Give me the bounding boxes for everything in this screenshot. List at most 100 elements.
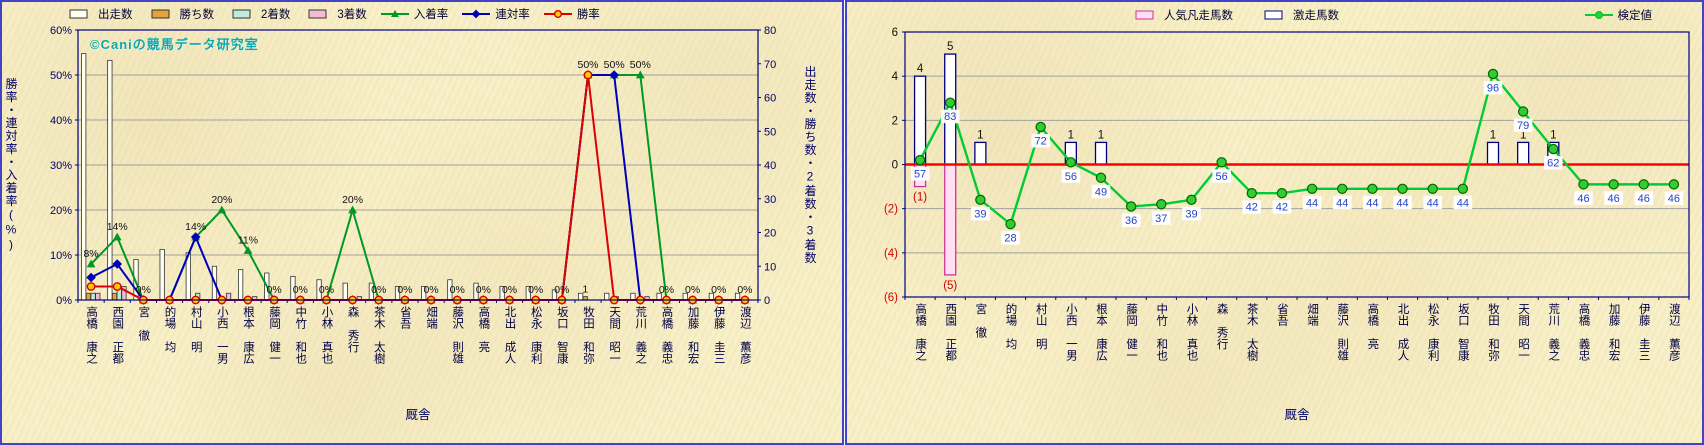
point-label: 28 [1004,233,1016,245]
bar-down [944,163,957,276]
label-box [1604,191,1623,205]
y-right-tick-label: 30 [764,194,776,206]
point-label: 44 [1457,197,1469,209]
point-label: 0% [502,284,517,296]
label-box [1121,213,1141,227]
triangle-marker [86,259,96,268]
label-box [1272,200,1292,214]
y-tick-label: (4) [884,248,898,260]
y-left-tick-label: 10% [50,250,72,262]
point-label: 0% [737,284,752,296]
bar [159,248,165,301]
point-label: 0% [397,284,412,296]
point-label: 37 [1155,213,1167,225]
y-left-tick-label: 60% [50,25,72,37]
bar-up-label: 5 [947,41,953,53]
legend-item: 入着率 [380,6,448,22]
bar-up [1517,141,1530,166]
y-left-tick-label: 50% [50,70,72,82]
label-box [1302,195,1322,210]
label-box [910,167,930,181]
circle-marker [1337,183,1348,194]
legend-item: 3着数 [303,6,367,22]
series-line [919,71,1674,227]
point-label: 0% [371,284,386,296]
left-chart-plot: 0%10%20%30%40%50%60%010203040506070808%1… [50,25,776,307]
label-box [1393,195,1412,210]
circle-marker [1246,188,1257,199]
point-label: 42 [1276,202,1288,214]
point-label: 14% [185,221,206,233]
bar-up-label: 1 [1068,129,1074,141]
point-label: 56 [1215,171,1227,183]
y-right-tick-label: 40 [764,160,776,172]
bar [342,282,348,301]
legend-item: 勝率 [543,6,600,22]
point-label: 0% [528,284,543,296]
circle-marker [1035,121,1046,133]
y-tick-label: 0 [892,160,898,172]
legend-label: 激走馬数 [1293,10,1339,22]
swatch-rect [232,9,251,19]
legend-label: 勝率 [576,9,600,21]
label-box [1664,191,1684,205]
point-label: 46 [1607,193,1619,205]
bar [111,292,118,301]
bar-up-label: 1 [1550,129,1556,141]
legend-bar-swatch [232,9,251,19]
point-label: 20% [342,194,363,206]
circle-marker [86,282,96,291]
point-label-boxes: 57 83 39 28 72 56 49 36 37 39 56 42 42 44 44 44 44 44 44 96… [910,80,1684,245]
circle-marker [1638,179,1649,190]
point-label: 8% [83,248,98,260]
circle-marker [1095,172,1107,183]
point-label: 49 [1095,186,1107,198]
y-left-tick-label: 20% [50,205,72,217]
point-label: 39 [974,208,986,220]
point-label: 0% [711,284,726,296]
legend-bar-swatch [151,9,169,19]
point-label: 62 [1547,158,1559,170]
bar [90,292,96,301]
legend-line-swatch [380,10,409,18]
y-right-tick-label: 70 [764,59,776,71]
point-label: 42 [1246,202,1258,214]
label-box [1423,195,1442,210]
right-y-axis-title: 出走数・勝ち数・2着数・3着数 [803,65,817,265]
point-label: 0% [136,284,151,296]
swatch-rect [1135,10,1154,20]
point-label: 44 [1336,197,1348,209]
legend-line-swatch [462,9,491,19]
point-label: 50% [630,59,651,71]
circle-marker [1186,194,1197,206]
y-left-tick-label: 0% [56,295,72,307]
legend-label: 出走数 [98,9,133,21]
bar [225,292,232,301]
label-box [1363,195,1382,210]
label-box [940,109,960,124]
y-left-tick-label: 40% [50,115,72,127]
circle-marker [1397,183,1408,194]
bar-labels: (1) (5) 4 5 1 1 1 1 1 1 [913,41,1556,292]
legend-item: 検定値 [1584,7,1652,23]
legend-item: 2着数 [227,6,290,22]
triangle-marker [635,70,645,79]
bar [238,269,244,301]
y-left-tick-label: 30% [50,160,72,172]
circle-marker [1276,188,1288,199]
legend-bar-swatch [1135,10,1154,20]
point-label: 56 [1065,171,1077,183]
point-label: 0% [319,284,334,296]
bar [85,292,91,301]
gridlines [78,29,758,256]
circle-marker [1005,218,1016,230]
label-box [1182,206,1201,221]
diamond-marker [190,232,201,242]
legend-item: 激走馬数 [1259,7,1339,23]
bar-up-label: 1 [1520,129,1526,141]
y-right-tick-label: 60 [764,93,776,105]
diamond-marker [86,272,96,283]
plot-border [904,31,1690,298]
point-label: 0% [423,284,438,296]
